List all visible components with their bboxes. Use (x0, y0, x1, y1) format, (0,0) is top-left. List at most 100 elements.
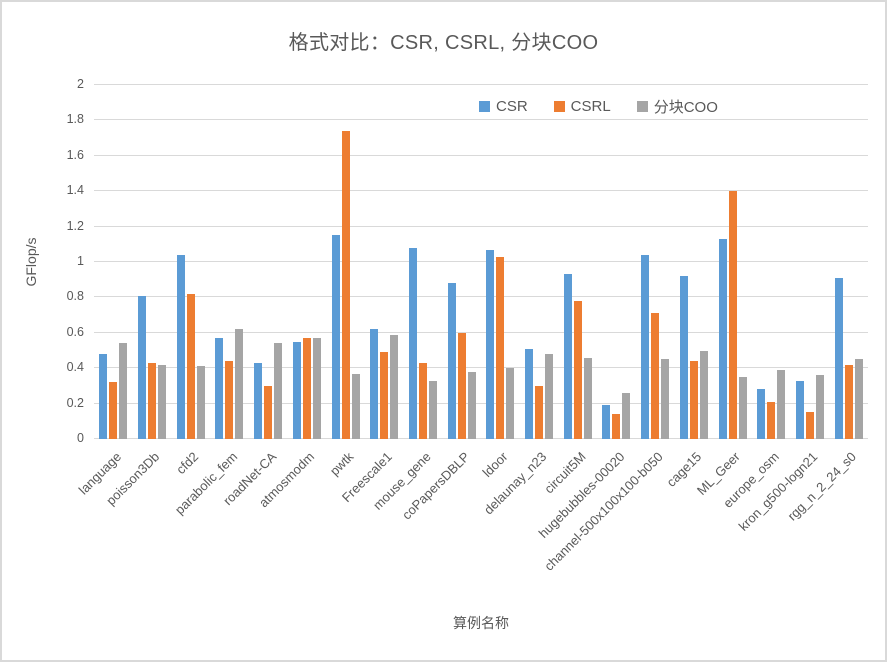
bar-group (636, 85, 675, 439)
bar (225, 361, 234, 439)
bar (186, 293, 195, 439)
legend-swatch-icon (636, 101, 648, 112)
bar-group (558, 85, 597, 439)
bar (844, 364, 853, 439)
bar (119, 343, 128, 439)
bar (215, 338, 224, 439)
bar-group (829, 85, 868, 439)
bar (757, 389, 766, 439)
bar-group (675, 85, 714, 439)
legend-item: 分块COO (636, 96, 718, 117)
gridline (94, 438, 868, 439)
y-tick-label: 1.2 (66, 218, 84, 233)
gridline (94, 119, 868, 121)
bar (457, 332, 466, 439)
bar (331, 235, 340, 439)
bar (109, 382, 118, 439)
bar-group (442, 85, 481, 439)
bar (679, 276, 688, 439)
y-tick-label: 0.2 (66, 395, 84, 410)
bar-group (404, 85, 443, 439)
bar-group (171, 85, 210, 439)
legend-item: CSR (479, 98, 528, 115)
bar (563, 274, 572, 439)
bar-group (791, 85, 830, 439)
bar (254, 362, 263, 439)
gridline (94, 331, 868, 333)
bar (390, 334, 399, 439)
bar (264, 385, 273, 439)
gridline (94, 225, 868, 227)
bar (351, 373, 360, 439)
bar (689, 361, 698, 439)
bar (312, 338, 321, 439)
bar (380, 352, 389, 439)
bar (834, 277, 843, 439)
x-axis-title: 算例名称 (453, 615, 509, 631)
bar (176, 254, 185, 439)
x-tick-label: coPapersDBLP (398, 449, 473, 523)
bar (292, 341, 301, 439)
bar (235, 329, 244, 439)
x-tick-label: ldoor (479, 449, 511, 481)
bar-group (365, 85, 404, 439)
bar-group (94, 85, 133, 439)
bar-group (713, 85, 752, 439)
x-axis-tick-labels: language poisson3Db cfd2 parabolic_fem roadN… (76, 443, 868, 608)
bar (525, 348, 534, 439)
bar (506, 368, 515, 439)
y-tick-label: 0.6 (66, 324, 84, 339)
bar (796, 380, 804, 439)
legend-label: 分块COO (653, 99, 718, 116)
gridline (94, 367, 868, 369)
bar (641, 254, 650, 439)
bar-group (481, 85, 520, 439)
bar (447, 283, 456, 439)
gridline (94, 296, 868, 298)
bar (148, 362, 157, 439)
bar-groups (94, 85, 868, 439)
bar (718, 239, 727, 439)
legend: CSR CSRL 分块COO (479, 96, 718, 117)
y-tick-label: 1.8 (66, 112, 84, 127)
bar (138, 295, 147, 439)
bar (428, 380, 437, 439)
bar (545, 354, 554, 439)
bar (738, 377, 747, 439)
legend-item: CSRL (553, 98, 611, 115)
bar (196, 366, 205, 439)
bar (274, 343, 283, 439)
chart-title: 格式对比：CSR, CSRL, 分块COO (288, 32, 599, 54)
legend-swatch-icon (479, 101, 490, 112)
x-tick-label: cfd2 (173, 449, 202, 477)
bar-group (288, 85, 327, 439)
y-tick-label: 1.6 (66, 147, 84, 162)
gridline (94, 190, 868, 192)
bar-group (249, 85, 288, 439)
bar (370, 329, 379, 439)
bar (854, 359, 863, 439)
bar (302, 338, 311, 439)
bar (408, 247, 417, 439)
bar (602, 405, 611, 439)
bar (699, 350, 708, 439)
y-tick-label: 0 (77, 431, 84, 445)
bar (622, 392, 631, 439)
bar-group (752, 85, 791, 439)
y-tick-label: 1 (77, 254, 84, 268)
bar (573, 300, 582, 439)
bar (806, 412, 814, 439)
bar (467, 371, 476, 439)
bar (612, 414, 621, 439)
bar (728, 191, 737, 439)
plot-area (94, 84, 868, 439)
legend-swatch-icon (553, 101, 565, 112)
bar-group (133, 85, 172, 439)
legend-label: CSRL (570, 98, 611, 115)
bar (767, 401, 776, 439)
gridline (94, 261, 868, 262)
bar (486, 249, 495, 439)
bar (661, 359, 670, 439)
y-tick-label: 0.8 (66, 289, 84, 304)
